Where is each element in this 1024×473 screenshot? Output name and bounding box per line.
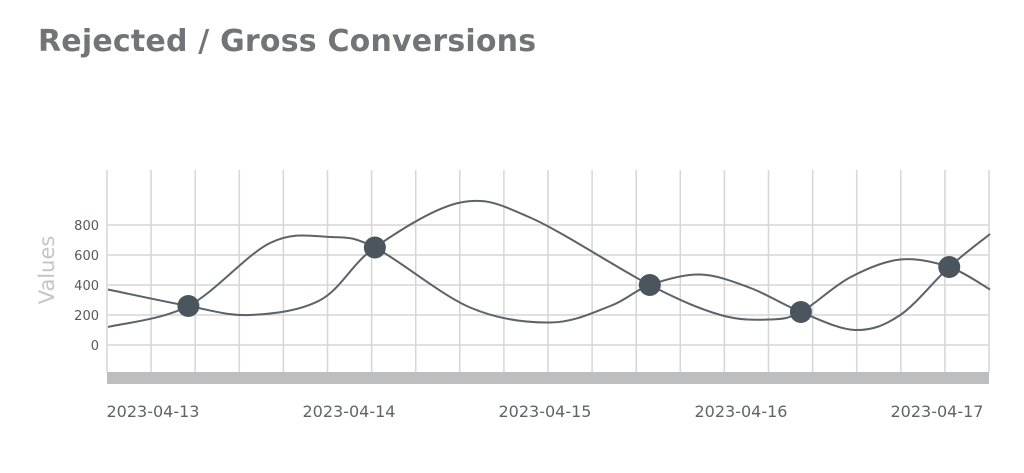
x-axis-bar xyxy=(107,372,989,384)
y-tick-label: 800 xyxy=(74,219,99,234)
y-tick-label: 600 xyxy=(74,249,99,264)
y-axis-ticks: 0 200 400 600 800 xyxy=(74,219,99,354)
y-tick-label: 400 xyxy=(74,279,99,294)
y-tick-label: 200 xyxy=(74,309,99,324)
series-lines xyxy=(107,199,991,332)
y-tick-label: 0 xyxy=(91,339,99,354)
y-axis-label: Values xyxy=(35,236,59,305)
x-tick-label: 2023-04-17 xyxy=(891,402,984,421)
data-point-marker xyxy=(363,236,386,259)
series-line xyxy=(107,199,991,321)
x-axis-ticks: 2023-04-13 2023-04-14 2023-04-15 2023-04-16… xyxy=(107,402,984,421)
markers xyxy=(177,236,961,323)
data-point-marker xyxy=(177,295,200,317)
series-line xyxy=(107,233,991,332)
x-tick-label: 2023-04-15 xyxy=(499,402,592,421)
data-point-marker xyxy=(938,256,961,278)
grid xyxy=(106,170,990,384)
x-tick-label: 2023-04-13 xyxy=(107,402,200,421)
chart-title: Rejected / Gross Conversions xyxy=(38,24,537,59)
data-point-marker xyxy=(789,301,812,323)
x-tick-label: 2023-04-14 xyxy=(303,402,396,421)
x-tick-label: 2023-04-16 xyxy=(695,402,788,421)
data-point-marker xyxy=(638,274,661,296)
